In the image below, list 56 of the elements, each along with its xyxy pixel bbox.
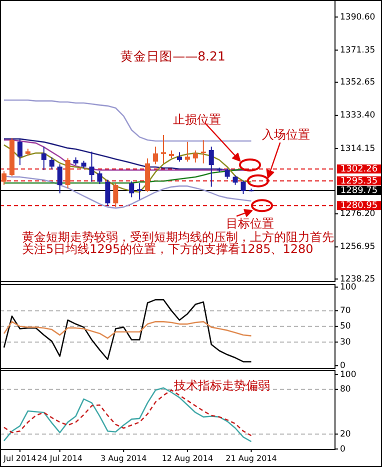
y-tick-label: 20 — [340, 429, 351, 440]
annotation: 入场位置 — [262, 127, 310, 142]
y-tick-label: 1390.60 — [340, 12, 376, 22]
candlestick — [89, 151, 94, 182]
ref-line-label: 1302.26 — [340, 164, 378, 174]
text: 黄金日图——8.21 — [120, 48, 226, 64]
line-series — [3, 321, 252, 339]
annotation: 技术指标走势偏弱 — [173, 378, 270, 392]
ref-line-label: 1280.95 — [340, 201, 378, 212]
candlestick — [161, 134, 166, 164]
candlestick — [105, 179, 110, 207]
y-tick-label: 1238.25 — [340, 274, 376, 284]
y-tick-label: 80 — [340, 384, 351, 395]
x-tick-label: 3 Aug 2014 — [100, 454, 147, 464]
candlestick — [200, 140, 206, 164]
x-tick-label: 21 Aug 2014 — [226, 454, 277, 464]
y-tick-label: 0 — [340, 360, 346, 371]
y-tick-label: 30 — [340, 337, 351, 348]
y-tick-label: 100 — [340, 282, 356, 292]
y-tick-label: 1333.40 — [340, 110, 376, 121]
candlestick — [224, 168, 230, 180]
candlestick — [208, 146, 214, 188]
annotation: 目标位置 — [226, 216, 274, 230]
candlestick — [176, 152, 182, 162]
candlestick — [113, 182, 118, 208]
y-tick-label: 50 — [340, 322, 351, 332]
x-tick-label: 12 Aug 2014 — [162, 454, 214, 464]
annotation: 黄金短期走势较弱，受到短期均线的压制，上方的阻力首先关注5日均线1295的位置，下方的支撑看1285、1280 — [22, 230, 335, 256]
candlestick — [97, 170, 102, 185]
annotation: 止损位置 — [173, 112, 221, 126]
y-tick-label: 100 — [340, 370, 356, 380]
candlestick — [1, 170, 6, 186]
ref-line-label: 1289.75 — [340, 186, 378, 196]
y-tick-label: 70 — [340, 306, 351, 316]
candlestick — [41, 146, 46, 171]
y-tick-label: 1371.35 — [340, 45, 376, 56]
candlestick — [232, 174, 238, 186]
candlestick — [192, 150, 198, 164]
candlestick — [129, 180, 134, 198]
line-series — [3, 299, 252, 362]
candlestick — [17, 138, 22, 166]
candlestick — [137, 182, 142, 200]
y-tick-label: 1352.65 — [340, 78, 376, 88]
y-tick-label: 0 — [340, 444, 346, 454]
candlestick — [57, 164, 62, 194]
y-tick-label: 1256.95 — [340, 242, 376, 252]
y-tick-label: 1276.20 — [340, 209, 376, 220]
candlestick — [240, 180, 246, 194]
candlestick — [49, 156, 54, 170]
candlestick — [153, 146, 158, 165]
x-tick-label: 24 Jul 2014 — [37, 454, 82, 464]
ref-line-label: 1295.35 — [340, 176, 378, 186]
candlestick — [184, 141, 190, 162]
line-series — [3, 99, 252, 142]
y-tick-label: 1314.15 — [340, 144, 376, 154]
x-tick-label: Jul 2014 — [2, 454, 36, 464]
